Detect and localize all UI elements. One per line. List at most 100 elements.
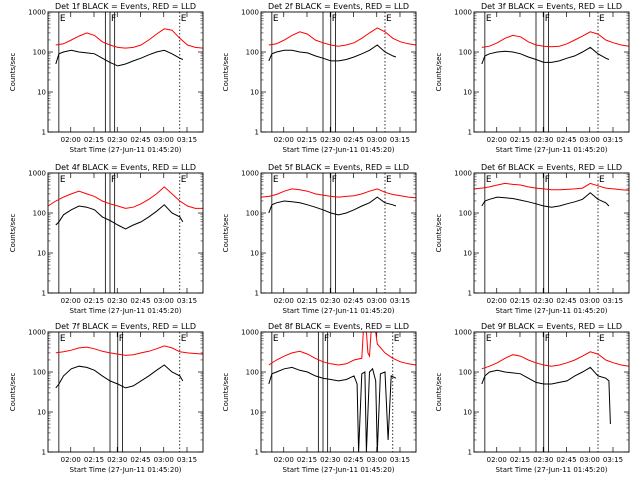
x-tick-label: 02:45 — [343, 297, 363, 305]
x-tick-label: 03:00 — [580, 136, 600, 144]
x-tick-label: 02:30 — [320, 136, 340, 144]
chart-title: Det 5f BLACK = Events, RED = LLD — [268, 163, 409, 172]
y-axis-label: Counts/sec — [9, 214, 17, 253]
x-tick-label: 02:00 — [61, 456, 81, 464]
y-axis-label: Counts/sec — [435, 214, 443, 253]
event-marker-label: F — [545, 334, 550, 344]
event-marker-label: F — [332, 175, 337, 185]
x-tick-label: 02:45 — [556, 136, 576, 144]
x-tick-label: 02:45 — [130, 297, 150, 305]
x-tick-label: 03:15 — [390, 136, 410, 144]
y-tick-label: 1000 — [241, 329, 259, 337]
y-tick-label: 10 — [37, 409, 46, 417]
event-marker-label: E — [394, 334, 400, 344]
event-marker-label: E — [181, 334, 187, 344]
x-tick-label: 02:30 — [533, 456, 553, 464]
event-marker-label: E — [599, 14, 605, 24]
x-tick-label: 02:45 — [343, 456, 363, 464]
x-axis-label: Start Time (27-Jun-11 01:45:20) — [283, 307, 395, 315]
x-axis-label: Start Time (27-Jun-11 01:45:20) — [496, 307, 608, 315]
lld-series-line — [55, 345, 204, 356]
event-marker-label: E — [181, 175, 187, 185]
chart-title: Det 6f BLACK = Events, RED = LLD — [481, 163, 622, 172]
y-tick-label: 1 — [255, 449, 259, 457]
x-tick-label: 02:30 — [533, 136, 553, 144]
x-tick-label: 03:15 — [177, 297, 197, 305]
events-series-line — [55, 204, 184, 230]
x-tick-label: 02:30 — [107, 456, 127, 464]
x-tick-label: 02:30 — [107, 136, 127, 144]
events-series-line — [268, 44, 397, 62]
y-tick-label: 1000 — [28, 170, 46, 178]
y-tick-label: 100 — [33, 210, 46, 218]
x-tick-label: 03:00 — [367, 456, 387, 464]
event-marker-label: E — [273, 334, 279, 344]
y-tick-label: 1 — [468, 290, 472, 298]
event-marker-label: E — [486, 334, 492, 344]
y-tick-label: 1000 — [241, 9, 259, 17]
x-tick-label: 03:15 — [603, 136, 623, 144]
lld-series-line — [268, 331, 417, 366]
plot-frame — [473, 11, 630, 133]
x-tick-label: 02:30 — [107, 297, 127, 305]
y-tick-label: 10 — [463, 250, 472, 258]
chart-panel-1: Det 1f BLACK = Events, RED = LLD Counts/s… — [9, 2, 204, 154]
x-tick-label: 02:45 — [130, 456, 150, 464]
y-tick-label: 10 — [463, 409, 472, 417]
event-marker-label: E — [273, 175, 279, 185]
chart-panel-5: Det 5f BLACK = Events, RED = LLD Counts/s… — [222, 163, 417, 315]
y-tick-label: 1 — [255, 290, 259, 298]
y-axis-label: Counts/sec — [435, 373, 443, 412]
x-tick-label: 02:00 — [487, 136, 507, 144]
y-tick-label: 100 — [459, 369, 472, 377]
y-tick-label: 10 — [463, 89, 472, 97]
x-tick-label: 03:00 — [580, 297, 600, 305]
y-tick-label: 1000 — [454, 9, 472, 17]
x-tick-label: 02:30 — [320, 297, 340, 305]
chart-panel-9: Det 9f BLACK = Events, RED = LLD Counts/s… — [435, 322, 630, 474]
x-tick-label: 02:15 — [510, 297, 530, 305]
chart-panel-6: Det 6f BLACK = Events, RED = LLD Counts/s… — [435, 163, 630, 315]
chart-panel-3: Det 3f BLACK = Events, RED = LLD Counts/s… — [435, 2, 630, 154]
x-tick-label: 02:45 — [343, 136, 363, 144]
x-tick-label: 02:15 — [510, 136, 530, 144]
y-tick-label: 1 — [42, 449, 46, 457]
x-tick-label: 03:15 — [177, 136, 197, 144]
chart-title: Det 3f BLACK = Events, RED = LLD — [481, 2, 622, 11]
lld-series-line — [473, 182, 630, 191]
x-axis-label: Start Time (27-Jun-11 01:45:20) — [283, 466, 395, 474]
plot-frame — [47, 172, 204, 294]
x-tick-label: 02:15 — [84, 297, 104, 305]
event-marker-label: E — [386, 14, 392, 24]
plot-frame — [473, 172, 630, 294]
event-marker-label: E — [60, 334, 66, 344]
x-tick-label: 02:15 — [84, 136, 104, 144]
x-tick-label: 02:30 — [320, 456, 340, 464]
y-tick-label: 1 — [42, 129, 46, 137]
x-tick-label: 02:00 — [61, 297, 81, 305]
y-tick-label: 1000 — [28, 9, 46, 17]
y-tick-label: 100 — [459, 49, 472, 57]
x-tick-label: 02:15 — [297, 297, 317, 305]
y-axis-label: Counts/sec — [9, 53, 17, 92]
y-tick-label: 100 — [246, 49, 259, 57]
x-tick-label: 02:15 — [510, 456, 530, 464]
event-marker-label: F — [324, 334, 329, 344]
chart-panel-8: Det 8f BLACK = Events, RED = LLD Counts/s… — [222, 322, 417, 474]
event-marker-label: F — [119, 334, 124, 344]
x-tick-label: 02:00 — [61, 136, 81, 144]
y-tick-label: 1000 — [241, 170, 259, 178]
events-series-line — [481, 192, 610, 208]
x-tick-label: 02:15 — [297, 136, 317, 144]
plot-frame — [47, 11, 204, 133]
plot-frame — [260, 11, 417, 133]
event-marker-label: E — [181, 14, 187, 24]
x-tick-label: 03:00 — [580, 456, 600, 464]
x-tick-label: 03:15 — [603, 456, 623, 464]
event-marker-label: F — [111, 175, 116, 185]
x-tick-label: 02:00 — [274, 297, 294, 305]
x-axis-label: Start Time (27-Jun-11 01:45:20) — [496, 146, 608, 154]
x-tick-label: 03:00 — [367, 136, 387, 144]
x-tick-label: 03:00 — [367, 297, 387, 305]
lld-series-line — [268, 27, 417, 47]
